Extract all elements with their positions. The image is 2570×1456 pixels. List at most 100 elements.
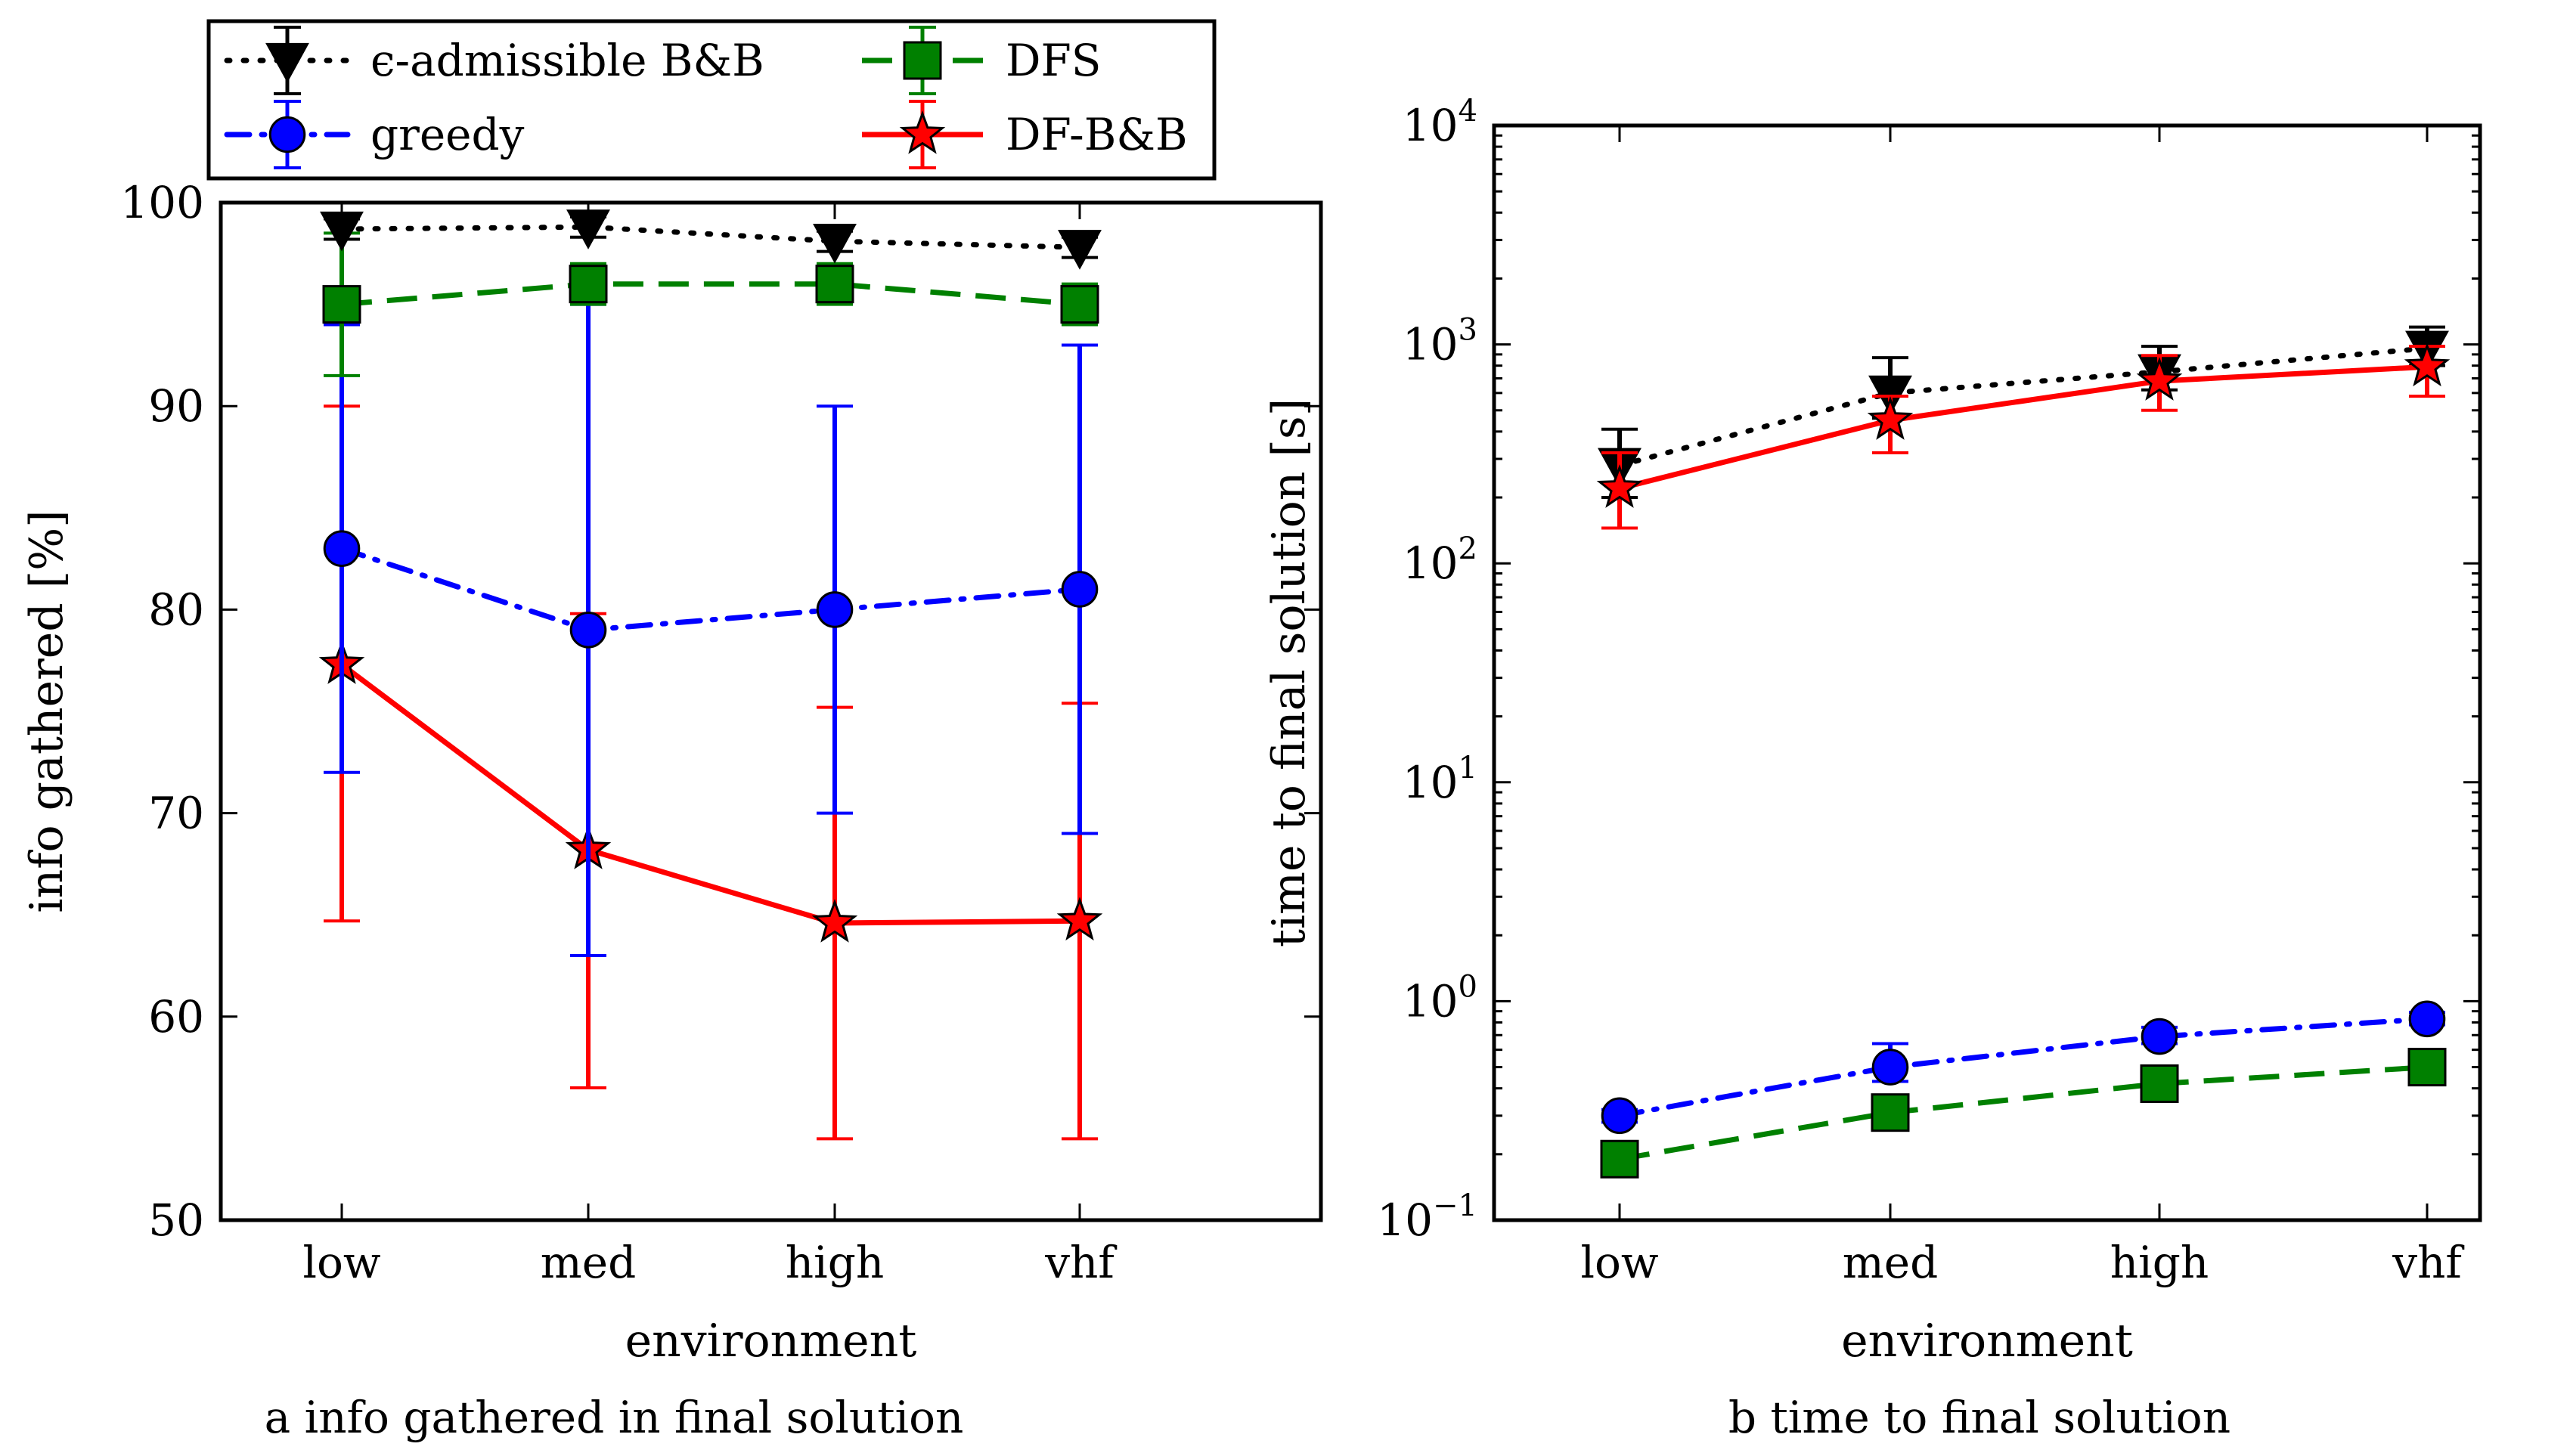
y-tick-exponent: 1 [1459, 751, 1477, 785]
marker-dfbb [2404, 342, 2451, 387]
marker-greedy [1061, 571, 1099, 608]
x-ticks: low med high vhf [302, 203, 1117, 1288]
y-tick-base: 10 [1403, 975, 1459, 1027]
x-tick-label: med [1843, 1237, 1938, 1288]
marker-dfs [569, 265, 608, 304]
series-line-greedy [339, 546, 1083, 633]
y-tick-label: 100 [120, 177, 204, 228]
legend: ϵ-admissible B&B greedy DFS DF-B&B [206, 19, 1217, 181]
marker-dfbb [1056, 897, 1103, 941]
marker-greedy [323, 530, 361, 567]
x-axis-label: environment [1841, 1315, 2133, 1368]
marker-dfs [322, 285, 361, 324]
y-tick-base: 10 [1403, 100, 1459, 151]
legend-label: DF-B&B [1006, 109, 1188, 160]
marker-bb [1058, 230, 1102, 270]
x-tick-label: vhf [2392, 1237, 2464, 1288]
y-axis-label: info gathered [%] [20, 510, 73, 912]
x-tick-label: vhf [1044, 1237, 1117, 1288]
marker-dfbb [2136, 357, 2183, 401]
legend-marker-star [899, 110, 946, 154]
series-line-greedy [1617, 1016, 2430, 1119]
series-line-dfbb [1619, 364, 2428, 491]
x-tick-label: high [2110, 1237, 2209, 1288]
series-line-dfbb [339, 662, 1080, 926]
panel-a-info-gathered: 50 60 70 80 90 100 low med high vhf environment inf… [20, 177, 1323, 1443]
series-dfs [1600, 1048, 2447, 1179]
y-tick-base: 10 [1403, 537, 1459, 589]
legend-label: DFS [1006, 35, 1101, 86]
panel-caption: a info gathered in final solution [265, 1392, 964, 1443]
series-line-bb [339, 224, 1083, 250]
legend-entry-bb: ϵ-admissible B&B [224, 26, 764, 95]
legend-label: ϵ-admissible B&B [370, 35, 764, 86]
y-tick-label: 101 [1403, 751, 1477, 808]
series-line-dfs [341, 281, 1080, 308]
marker-bb [320, 211, 364, 252]
y-tick-exponent: 3 [1459, 313, 1477, 348]
marker-bb [566, 209, 610, 249]
y-tick-label: 103 [1403, 313, 1477, 370]
plot-frame [219, 200, 1323, 1222]
y-tick-exponent: 4 [1459, 94, 1477, 129]
legend-entry-dfs: DFS [862, 26, 1101, 95]
x-tick-label: med [541, 1237, 636, 1288]
legend-marker-square [903, 41, 942, 80]
series-dfbb [318, 404, 1103, 1141]
legend-entry-greedy: greedy [224, 100, 525, 169]
y-tick-exponent: 2 [1459, 531, 1477, 566]
marker-dfs [1060, 285, 1099, 324]
y-tick-label: 10−1 [1377, 1188, 1477, 1246]
y-tick-label: 104 [1403, 94, 1477, 151]
y-ticks: 50 60 70 80 90 100 [120, 177, 1321, 1246]
marker-dfbb [1867, 396, 1914, 440]
marker-greedy [1871, 1049, 1909, 1086]
y-tick-label: 70 [148, 788, 204, 839]
legend-label: greedy [370, 109, 525, 160]
marker-dfs [1871, 1093, 1910, 1132]
y-tick-exponent: −1 [1433, 1188, 1477, 1223]
series-dfs [322, 231, 1099, 377]
marker-greedy [569, 612, 607, 649]
y-tick-label: 60 [148, 991, 204, 1042]
series-bb [320, 209, 1102, 270]
marker-dfs [815, 265, 854, 304]
y-tick-base: 10 [1377, 1194, 1433, 1246]
marker-greedy [816, 591, 854, 628]
marker-dfs [2407, 1048, 2447, 1087]
series-bb [1598, 325, 2449, 500]
marker-greedy [1601, 1097, 1638, 1135]
y-tick-label: 50 [148, 1194, 204, 1246]
series-line-bb [1617, 345, 2430, 469]
marker-bb [813, 224, 857, 264]
series-greedy [1601, 1000, 2446, 1135]
legend-marker-triangle-down [265, 42, 309, 83]
legend-marker-circle [268, 116, 306, 153]
series-greedy [323, 302, 1099, 958]
x-tick-label: low [1580, 1237, 1658, 1288]
x-tick-label: high [786, 1237, 884, 1288]
legend-box [206, 19, 1217, 181]
plot-frame [1492, 123, 2482, 1222]
marker-dfbb [811, 899, 858, 943]
marker-dfbb [1596, 464, 1643, 508]
series-line-dfs [1619, 1064, 2428, 1162]
y-tick-exponent: 0 [1459, 969, 1477, 1004]
x-tick-label: low [302, 1237, 380, 1288]
y-tick-base: 10 [1403, 757, 1459, 808]
y-tick-base: 10 [1403, 319, 1459, 370]
panel-caption: b time to final solution [1728, 1392, 2231, 1443]
marker-greedy [2141, 1018, 2178, 1055]
marker-dfs [1600, 1139, 1639, 1179]
legend-entry-dfbb: DF-B&B [862, 100, 1188, 169]
marker-dfs [2140, 1064, 2179, 1104]
y-tick-label: 100 [1403, 969, 1477, 1027]
y-tick-label: 80 [148, 584, 204, 635]
x-axis-label: environment [625, 1315, 917, 1368]
y-tick-label: 102 [1403, 531, 1477, 589]
y-tick-label: 90 [148, 380, 204, 432]
marker-greedy [2408, 1000, 2446, 1038]
